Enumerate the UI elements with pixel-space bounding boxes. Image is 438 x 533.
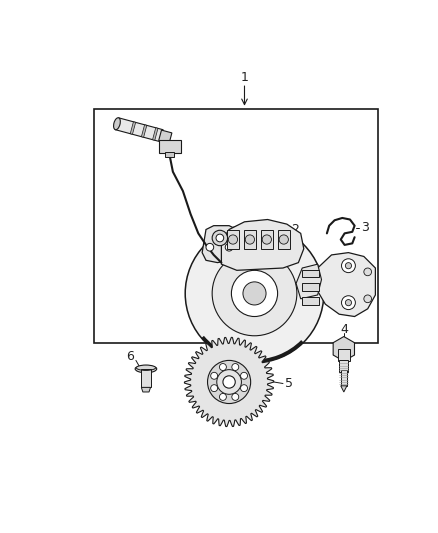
Text: 2: 2 xyxy=(291,223,299,236)
Circle shape xyxy=(228,235,237,244)
Text: 4: 4 xyxy=(340,323,348,336)
Polygon shape xyxy=(296,264,321,299)
Circle shape xyxy=(185,224,324,363)
Bar xyxy=(261,230,273,249)
Circle shape xyxy=(342,296,355,310)
Text: 1: 1 xyxy=(240,71,248,84)
Bar xyxy=(278,230,290,249)
Circle shape xyxy=(243,282,266,305)
Bar xyxy=(339,360,349,372)
Circle shape xyxy=(208,360,251,403)
Text: 5: 5 xyxy=(285,377,293,390)
Circle shape xyxy=(216,234,224,242)
Circle shape xyxy=(231,270,278,317)
Circle shape xyxy=(232,393,239,400)
Bar xyxy=(302,270,319,277)
Polygon shape xyxy=(341,386,347,392)
Bar xyxy=(244,230,256,249)
Bar xyxy=(302,297,319,305)
Polygon shape xyxy=(318,253,375,317)
Circle shape xyxy=(346,263,352,269)
Bar xyxy=(94,109,378,343)
Bar xyxy=(159,130,172,143)
Polygon shape xyxy=(221,220,304,270)
Bar xyxy=(302,284,319,291)
Circle shape xyxy=(225,244,233,251)
Circle shape xyxy=(279,235,288,244)
Circle shape xyxy=(232,364,239,370)
Circle shape xyxy=(364,295,371,303)
Polygon shape xyxy=(141,387,151,392)
Bar xyxy=(165,152,174,157)
Bar xyxy=(141,369,151,387)
Circle shape xyxy=(342,259,355,273)
Polygon shape xyxy=(202,225,239,263)
Ellipse shape xyxy=(135,365,157,373)
Polygon shape xyxy=(333,336,354,361)
Circle shape xyxy=(240,373,247,379)
Bar xyxy=(130,122,136,134)
Bar xyxy=(152,128,158,140)
Circle shape xyxy=(262,235,272,244)
Bar xyxy=(341,370,347,386)
Bar xyxy=(159,140,180,152)
Bar xyxy=(338,349,350,361)
Text: 6: 6 xyxy=(127,350,134,363)
Circle shape xyxy=(212,230,228,246)
Bar xyxy=(141,125,147,138)
Circle shape xyxy=(217,370,241,394)
Bar xyxy=(227,230,239,249)
Circle shape xyxy=(219,393,226,400)
Circle shape xyxy=(223,376,235,388)
Circle shape xyxy=(206,244,214,251)
Circle shape xyxy=(219,364,226,370)
Text: 3: 3 xyxy=(361,222,369,235)
Ellipse shape xyxy=(113,118,120,130)
Circle shape xyxy=(346,300,352,306)
Circle shape xyxy=(245,235,254,244)
Circle shape xyxy=(240,385,247,392)
Polygon shape xyxy=(184,337,274,426)
Circle shape xyxy=(212,251,297,336)
Circle shape xyxy=(211,373,218,379)
Circle shape xyxy=(364,268,371,276)
Bar xyxy=(115,118,163,142)
Circle shape xyxy=(211,385,218,392)
